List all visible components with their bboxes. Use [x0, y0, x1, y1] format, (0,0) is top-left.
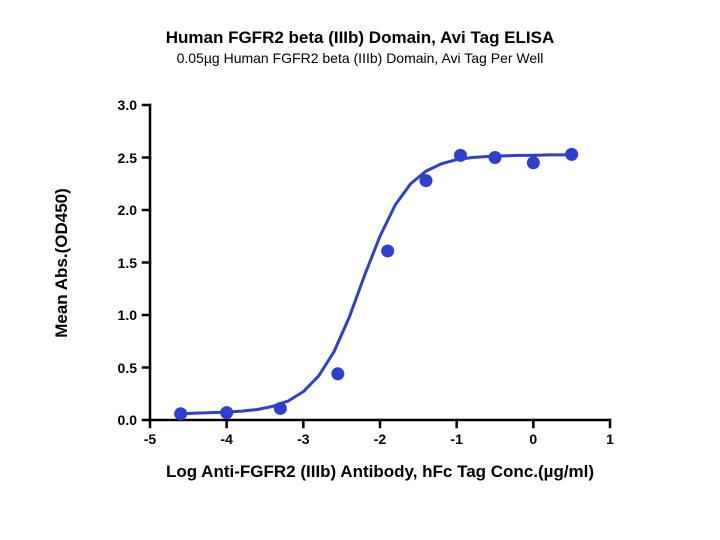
data-point [420, 175, 432, 187]
data-point [332, 368, 344, 380]
data-point [566, 148, 578, 160]
y-tick-label: 3.0 [118, 97, 137, 113]
data-point [175, 408, 187, 420]
data-point [382, 245, 394, 257]
x-tick-label: -2 [374, 431, 386, 447]
y-tick-label: 1.0 [118, 307, 137, 323]
x-tick-label: 0 [529, 431, 537, 447]
data-point [489, 152, 501, 164]
x-tick-label: -1 [450, 431, 462, 447]
y-axis-label: Mean Abs.(OD450) [52, 188, 72, 338]
y-tick-label: 2.5 [118, 150, 137, 166]
x-tick-label: -5 [144, 431, 156, 447]
fit-curve [181, 154, 572, 413]
x-tick-label: -3 [297, 431, 309, 447]
elisa-chart: Human FGFR2 beta (IIIb) Domain, Avi Tag … [0, 0, 720, 540]
data-point [221, 407, 233, 419]
plot-area [0, 0, 720, 540]
y-tick-label: 1.5 [118, 255, 137, 271]
x-axis-label: Log Anti-FGFR2 (IIIb) Antibody, hFc Tag … [166, 462, 594, 482]
x-tick-label: -4 [220, 431, 232, 447]
y-tick-label: 0.5 [118, 360, 137, 376]
y-tick-label: 0.0 [118, 412, 137, 428]
data-point [455, 149, 467, 161]
x-tick-label: 1 [606, 431, 614, 447]
data-point [527, 157, 539, 169]
y-tick-label: 2.0 [118, 202, 137, 218]
data-point [274, 402, 286, 414]
